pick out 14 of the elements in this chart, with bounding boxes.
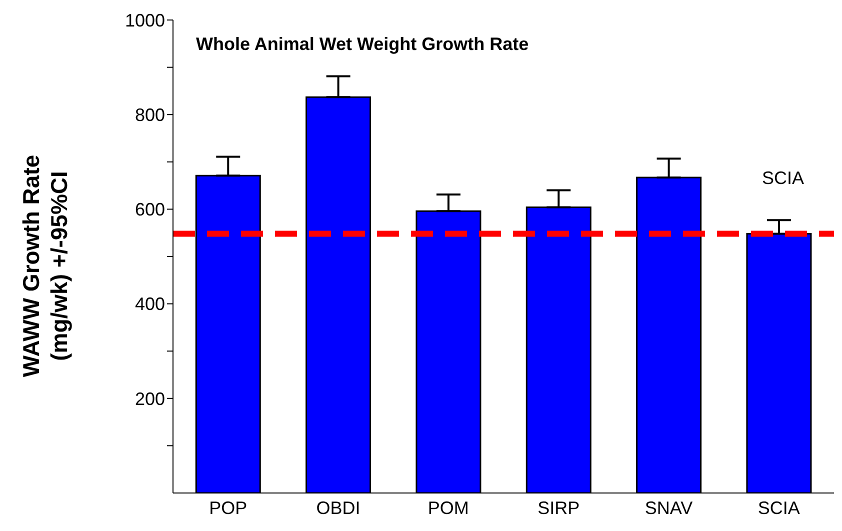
ref-line-label: SCIA [762,168,804,188]
y-tick-label: 1000 [124,10,165,30]
x-tick-label: POP [209,498,248,518]
text: Whole Animal Wet Weight Growth Rate [196,34,529,55]
x-tick-label: OBDI [316,498,360,518]
y-tick-label: 800 [134,104,165,125]
y-tick-label: 600 [134,200,165,220]
x-tick-label: POM [428,498,469,518]
y-tick-label: 200 [134,388,165,409]
x-tick-label: SIRP [538,498,580,518]
y-axis-title: WAWW Growth Rate (mg/wk) +/-95%CI [18,154,72,378]
y-tick-label: 400 [134,294,165,314]
x-tick-label: SCIA [758,498,800,518]
x-tick-label: SNAV [644,498,693,518]
